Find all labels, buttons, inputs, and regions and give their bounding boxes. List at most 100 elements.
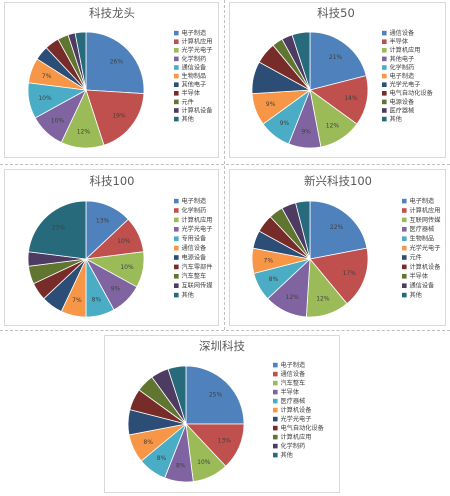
- legend-swatch: [402, 227, 407, 232]
- legend-swatch: [174, 283, 179, 288]
- legend-swatch: [382, 73, 387, 79]
- legend-swatch: [273, 416, 278, 422]
- legend-swatch: [273, 452, 278, 458]
- legend-label: 计算机应用: [182, 216, 213, 224]
- pie-chart-1: 科技龙头 26% 19% 12% 10% 10% 7% 电子制造计算机应用光学光电子化学制药通…: [27, 6, 213, 149]
- legend-label: 计算机应用: [410, 206, 441, 214]
- legend-swatch: [402, 217, 407, 223]
- legend-swatch: [402, 198, 407, 204]
- slice-data-label: 10%: [120, 264, 134, 271]
- legend-label: 电子制造: [410, 197, 435, 205]
- slice-data-label: 10%: [117, 238, 131, 245]
- legend-swatch: [273, 380, 278, 386]
- legend-label: 光学光电子: [390, 81, 421, 89]
- legend-swatch: [174, 91, 179, 96]
- pie-chart-4: 新兴科技100 22% 17% 12% 12% 8% 7% 电子制造计算机应用互联网传媒医疗器…: [251, 174, 441, 318]
- legend-label: 光学光电子: [410, 244, 441, 252]
- legend-label: 化学制药: [281, 442, 306, 450]
- legend-label: 电子制造: [281, 361, 306, 369]
- legend-label: 互联网传媒: [182, 282, 214, 290]
- legend-swatch: [174, 30, 179, 36]
- legend-swatch: [174, 217, 179, 223]
- legend-label: 其他: [182, 115, 194, 123]
- legend-swatch: [273, 389, 278, 395]
- legend-label: 电子制造: [390, 72, 415, 80]
- legend-label: 电子制造: [182, 197, 207, 205]
- pie-slice: [291, 31, 311, 91]
- legend-label: 半导体: [410, 272, 429, 280]
- slice-data-label: 10%: [51, 117, 65, 124]
- horizontal-divider: [0, 164, 450, 165]
- slice-data-label: 9%: [266, 101, 276, 108]
- legend-swatch: [174, 227, 179, 232]
- slice-data-label: 12%: [316, 296, 330, 303]
- legend-label: 其他: [390, 115, 402, 123]
- pie-chart-3: 科技100 13% 10% 10% 9% 8% 7% 23% 电子制造化学制药计算机应用光学光电…: [27, 174, 214, 318]
- legend-label: 光学光电子: [182, 46, 213, 54]
- legend-swatch: [402, 255, 407, 260]
- legend-label: 其他: [182, 291, 194, 299]
- legend-label: 其他电子: [390, 55, 415, 63]
- slice-data-label: 9%: [301, 129, 311, 136]
- legend-label: 化学制药: [390, 63, 415, 71]
- legend-label: 电气自动化设备: [390, 89, 434, 97]
- chart-title: 科技龙头: [89, 6, 135, 20]
- slice-data-label: 7%: [264, 257, 274, 264]
- legend-label: 光学光电子: [281, 415, 312, 423]
- legend-swatch: [174, 99, 179, 105]
- legend-swatch: [273, 362, 278, 368]
- legend-swatch: [174, 198, 179, 204]
- legend-label: 计算机应用: [281, 433, 312, 441]
- slice-data-label: 12%: [326, 122, 340, 129]
- slice-data-label: 10%: [38, 95, 52, 102]
- legend-swatch: [382, 91, 387, 96]
- legend-swatch: [382, 82, 387, 87]
- pie-slice: [85, 89, 145, 146]
- legend-label: 其他: [281, 451, 293, 459]
- legend-swatch: [273, 398, 278, 404]
- slice-data-label: 13%: [218, 438, 232, 445]
- legend-swatch: [174, 208, 179, 213]
- pie-chart-2: 科技50 21% 14% 12% 9% 9% 9% 通信设备半导体计算机应用其他电子化学制药电…: [251, 6, 434, 149]
- legend-swatch: [382, 39, 387, 44]
- legend-label: 电子制造: [182, 29, 207, 37]
- legend-label: 生物制品: [182, 72, 207, 80]
- slice-data-label: 12%: [77, 129, 91, 136]
- legend-swatch: [174, 255, 179, 260]
- pie-slice: [309, 200, 368, 260]
- slice-data-label: 21%: [329, 54, 343, 61]
- legend-swatch: [174, 48, 179, 53]
- legend-swatch: [273, 407, 278, 413]
- legend-label: 医疗器械: [390, 106, 415, 114]
- legend-label: 汽车零部件: [182, 263, 213, 271]
- legend-swatch: [273, 443, 278, 449]
- legend-swatch: [402, 264, 407, 270]
- legend-label: 计算机应用: [182, 38, 213, 46]
- slice-data-label: 8%: [176, 462, 186, 469]
- pie-slice: [185, 365, 245, 425]
- slice-data-label: 25%: [209, 392, 223, 399]
- legend-swatch: [174, 65, 179, 70]
- legend-swatch: [273, 371, 278, 377]
- legend-swatch: [174, 116, 179, 122]
- slice-data-label: 17%: [343, 270, 357, 277]
- slice-data-label: 7%: [42, 73, 52, 80]
- legend-swatch: [174, 108, 179, 113]
- slice-data-label: 13%: [96, 218, 110, 225]
- legend-swatch: [402, 236, 407, 241]
- legend-label: 通信设备: [390, 29, 416, 37]
- legend-label: 通信设备: [182, 244, 208, 252]
- slice-data-label: 9%: [111, 286, 121, 293]
- legend-swatch: [174, 292, 179, 298]
- legend-label: 通信设备: [182, 63, 208, 71]
- legend-swatch: [174, 73, 179, 79]
- chart-title: 科技100: [90, 174, 135, 188]
- legend-swatch: [273, 434, 278, 440]
- slice-data-label: 19%: [112, 113, 126, 120]
- legend-swatch: [174, 39, 179, 44]
- legend-label: 元件: [182, 98, 194, 106]
- legend-label: 化学制药: [182, 55, 207, 63]
- legend-swatch: [382, 99, 387, 105]
- legend-label: 其他: [410, 291, 422, 299]
